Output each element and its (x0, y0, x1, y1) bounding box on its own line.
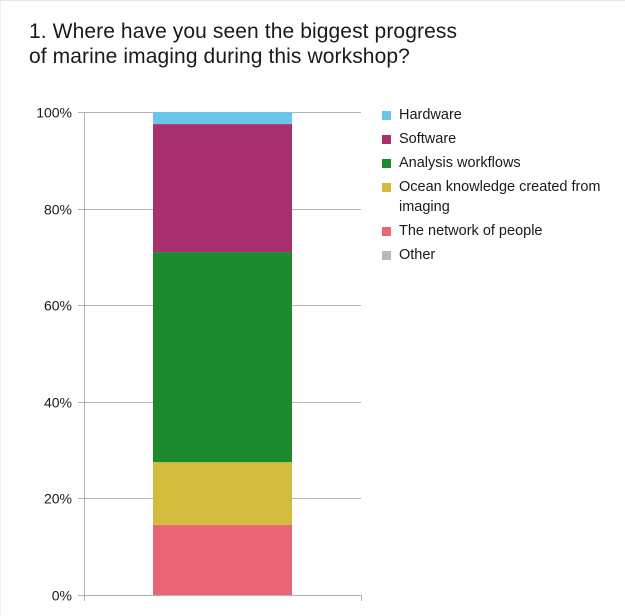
legend-swatch (382, 134, 391, 144)
chart-title-line-2: of marine imaging during this workshop? (29, 45, 410, 68)
y-tick-label: 60% (44, 298, 72, 314)
bar-segment-software (153, 124, 292, 253)
bar-stack (153, 112, 292, 595)
chart-title: 1. Where have you seen the biggest progr… (29, 19, 609, 69)
legend-swatch (382, 158, 391, 168)
legend-item: Software (382, 129, 622, 149)
legend-item: Hardware (382, 105, 622, 125)
legend-label: Other (399, 247, 436, 263)
legend-item: Analysis workflows (382, 153, 622, 173)
legend-label: The network of people (399, 223, 543, 239)
legend-item: Ocean knowledge created from imaging (382, 177, 622, 217)
chart-title-line-1: 1. Where have you seen the biggest progr… (29, 20, 458, 43)
chart-legend: Hardware Software Analysis workflows Ocean … (382, 105, 622, 269)
y-tick-label: 100% (36, 105, 72, 121)
legend-swatch (382, 226, 391, 236)
y-tick-label: 0% (52, 588, 72, 604)
bar-segment-the-network-of-people (153, 524, 292, 595)
legend-label: Hardware (399, 107, 462, 123)
legend-item: The network of people (382, 221, 622, 241)
y-tick-label: 20% (44, 491, 72, 507)
legend-swatch (382, 250, 391, 260)
y-axis-ticks: 0% 20% 40% 60% 80% 100% (36, 105, 84, 604)
bar-segment-analysis-workflows (153, 252, 292, 463)
y-tick-label: 40% (44, 395, 72, 411)
legend-swatch (382, 182, 391, 192)
legend-label: Ocean knowledge created from imaging (399, 179, 601, 215)
legend-item: Other (382, 245, 622, 265)
legend-label: Analysis workflows (399, 155, 521, 171)
y-tick-label: 80% (44, 202, 72, 218)
bar-segment-ocean-knowledge-created-from-imaging (153, 462, 292, 525)
bar-segment-hardware (153, 112, 292, 125)
legend-label: Software (399, 131, 457, 147)
legend-swatch (382, 110, 391, 120)
